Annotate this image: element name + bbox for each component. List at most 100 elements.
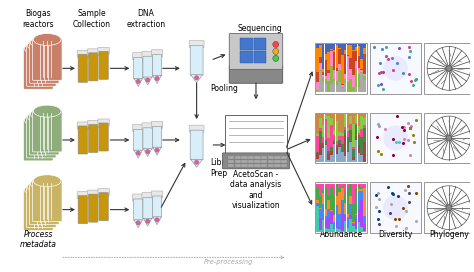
Bar [352,157,355,160]
Polygon shape [191,75,202,83]
Bar [344,215,346,221]
Bar [316,187,319,200]
Bar [325,119,327,140]
Bar [357,191,360,209]
Bar [344,221,346,231]
FancyBboxPatch shape [99,123,108,151]
Bar [352,184,355,204]
Bar [349,219,352,231]
Bar [349,184,352,196]
FancyBboxPatch shape [98,188,109,196]
Bar [360,116,363,129]
Bar [330,211,333,212]
Bar [322,75,324,77]
Bar [349,130,352,141]
FancyBboxPatch shape [78,196,88,224]
Bar [322,149,324,162]
Bar [338,147,341,162]
FancyBboxPatch shape [281,156,287,159]
Bar [330,184,333,187]
Bar [357,153,360,162]
Bar [325,114,327,116]
Bar [355,219,357,229]
Bar [336,45,338,68]
Bar [344,214,346,215]
FancyBboxPatch shape [152,196,162,217]
Circle shape [273,55,279,61]
FancyBboxPatch shape [189,125,204,132]
Bar [349,203,352,215]
Ellipse shape [27,181,55,193]
Ellipse shape [25,114,52,126]
Bar [344,44,346,50]
Bar [330,50,333,51]
Bar [357,56,360,68]
Ellipse shape [27,39,55,51]
Bar [333,79,335,81]
Bar [330,224,333,231]
Bar [349,69,352,79]
Bar [333,114,335,130]
Bar [328,70,330,73]
FancyBboxPatch shape [152,126,162,148]
Bar [346,56,349,82]
Bar [363,48,365,54]
Bar [316,203,319,205]
Bar [341,186,344,188]
FancyBboxPatch shape [254,51,266,63]
Bar [330,49,333,50]
Bar [341,85,344,87]
Bar [344,193,346,203]
Bar [333,184,335,195]
FancyBboxPatch shape [424,182,474,233]
Circle shape [145,219,150,224]
Bar [328,116,330,138]
Bar [363,224,365,231]
FancyBboxPatch shape [27,186,56,228]
Circle shape [155,148,160,153]
Bar [328,209,330,217]
FancyBboxPatch shape [235,160,241,163]
Bar [360,137,363,154]
Bar [355,48,357,51]
Bar [355,122,357,125]
Bar [346,214,349,217]
Polygon shape [191,159,202,167]
Bar [355,69,357,87]
Circle shape [427,186,471,230]
Bar [360,129,363,137]
Bar [363,114,365,118]
Bar [346,184,349,187]
Bar [355,51,357,61]
Bar [360,70,363,72]
Bar [325,140,327,144]
Bar [355,229,357,231]
FancyBboxPatch shape [370,113,421,163]
Circle shape [194,160,199,165]
Bar [346,152,349,162]
Bar [357,126,360,132]
Ellipse shape [30,36,58,48]
Bar [341,88,344,92]
Bar [344,83,346,92]
Bar [355,184,357,188]
FancyBboxPatch shape [133,194,144,201]
Bar [346,151,349,152]
FancyBboxPatch shape [32,180,62,222]
Bar [319,128,321,131]
Bar [336,44,338,45]
Bar [338,140,341,143]
FancyBboxPatch shape [268,164,274,167]
FancyBboxPatch shape [190,46,203,75]
FancyBboxPatch shape [133,124,144,131]
Bar [346,217,349,228]
FancyBboxPatch shape [29,42,59,83]
Bar [336,141,338,145]
Bar [360,155,363,162]
Bar [352,149,355,157]
Bar [316,91,319,92]
FancyBboxPatch shape [89,194,98,222]
Bar [349,124,352,130]
Polygon shape [134,220,142,228]
Bar [357,114,360,126]
